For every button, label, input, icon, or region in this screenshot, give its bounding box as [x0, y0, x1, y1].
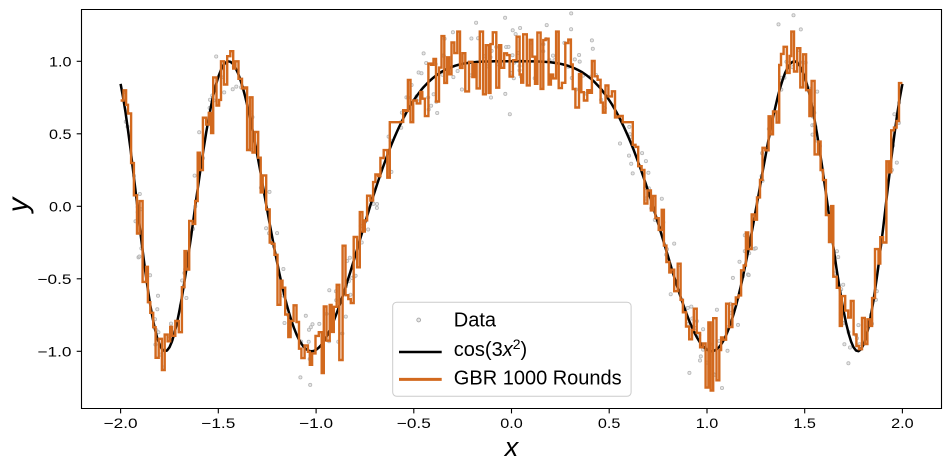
svg-text:−1.0: −1.0 — [299, 415, 333, 431]
svg-text:−2.0: −2.0 — [104, 415, 138, 431]
svg-text:1.0: 1.0 — [696, 415, 719, 431]
svg-text:2.0: 2.0 — [891, 415, 914, 431]
svg-text:1.5: 1.5 — [793, 415, 816, 431]
svg-text:0.5: 0.5 — [598, 415, 621, 431]
svg-text:−1.5: −1.5 — [201, 415, 235, 431]
svg-text:GBR 1000 Rounds: GBR 1000 Rounds — [454, 367, 622, 389]
svg-text:−0.5: −0.5 — [38, 271, 72, 287]
svg-text:1.0: 1.0 — [49, 53, 72, 69]
svg-text:−0.5: −0.5 — [397, 415, 431, 431]
svg-text:−1.0: −1.0 — [38, 343, 72, 359]
svg-text:0.0: 0.0 — [49, 198, 72, 214]
svg-text:x: x — [503, 432, 520, 462]
svg-text:y: y — [3, 196, 35, 214]
svg-text:Data: Data — [454, 310, 497, 332]
svg-text:0.0: 0.0 — [500, 415, 523, 431]
svg-text:cos(3x2): cos(3x2) — [454, 336, 527, 361]
svg-text:0.5: 0.5 — [49, 126, 72, 142]
